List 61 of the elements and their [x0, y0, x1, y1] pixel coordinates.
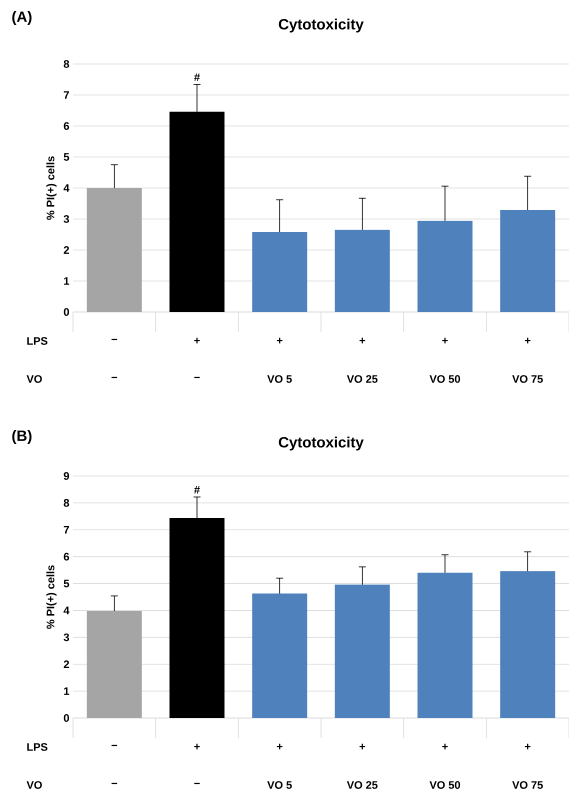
chart-title: Cytotoxicity [278, 18, 364, 32]
x-tick-label: VO 50 [430, 781, 460, 789]
y-tick-label: 3 [64, 633, 70, 642]
bar [500, 210, 556, 312]
bar [252, 232, 308, 312]
text: LPS [27, 337, 48, 345]
text: (B) [12, 430, 32, 444]
y-axis-title: % PI(+) cells [46, 565, 57, 629]
x-tick-label: VO 5 [267, 781, 292, 789]
y-tick-label: 2 [64, 246, 70, 254]
x-tick-label: VO 5 [267, 375, 292, 383]
y-tick-label: 7 [64, 526, 69, 534]
y-tick-label: 6 [64, 552, 70, 561]
text: − [112, 338, 118, 340]
y-tick-label: 9 [64, 472, 70, 480]
bar [252, 594, 308, 718]
y-tick-label: 8 [64, 499, 70, 507]
y-tick-label: 0 [64, 308, 70, 316]
y-tick-label: 5 [64, 580, 70, 588]
text: + [276, 338, 282, 344]
annotation: # [194, 73, 200, 81]
y-tick-label: 1 [64, 277, 70, 285]
text: + [194, 744, 200, 750]
text: + [524, 744, 530, 750]
text: (A) [12, 11, 32, 25]
text: + [442, 338, 448, 344]
y-tick-label: 6 [64, 122, 70, 130]
y-tick-label: 4 [64, 606, 70, 614]
bar [86, 188, 142, 312]
y-tick-label: 2 [64, 660, 70, 668]
y-tick-label: 5 [64, 153, 70, 161]
bar [334, 230, 390, 312]
x-tick-label: VO 50 [430, 375, 460, 383]
x-tick-label: VO 75 [512, 781, 543, 789]
text: + [360, 744, 366, 750]
bar [86, 610, 142, 718]
annotation: # [194, 486, 200, 494]
y-tick-label: 1 [64, 687, 70, 695]
y-tick-label: 4 [64, 184, 70, 192]
x-tick-label: VO 25 [346, 375, 378, 383]
text: VO [26, 375, 42, 383]
bar [417, 572, 472, 718]
text: + [194, 338, 200, 344]
text: + [276, 744, 282, 750]
text: + [442, 744, 448, 750]
text: LPS [27, 743, 48, 751]
y-tick-label: 8 [64, 60, 70, 68]
bar [417, 220, 472, 312]
chart-title: Cytotoxicity [278, 436, 364, 450]
bar [500, 571, 556, 718]
y-tick-label: 7 [64, 91, 69, 99]
text: VO [26, 781, 42, 789]
text: + [360, 338, 366, 344]
y-axis-title: % PI(+) cells [46, 156, 57, 220]
x-tick-label: VO 25 [346, 781, 378, 789]
y-tick-label: 3 [64, 215, 70, 223]
text: − [112, 744, 118, 746]
y-tick-label: 0 [64, 714, 70, 722]
text: + [524, 338, 530, 344]
x-tick-label: VO 75 [512, 375, 543, 383]
bar [334, 584, 390, 718]
